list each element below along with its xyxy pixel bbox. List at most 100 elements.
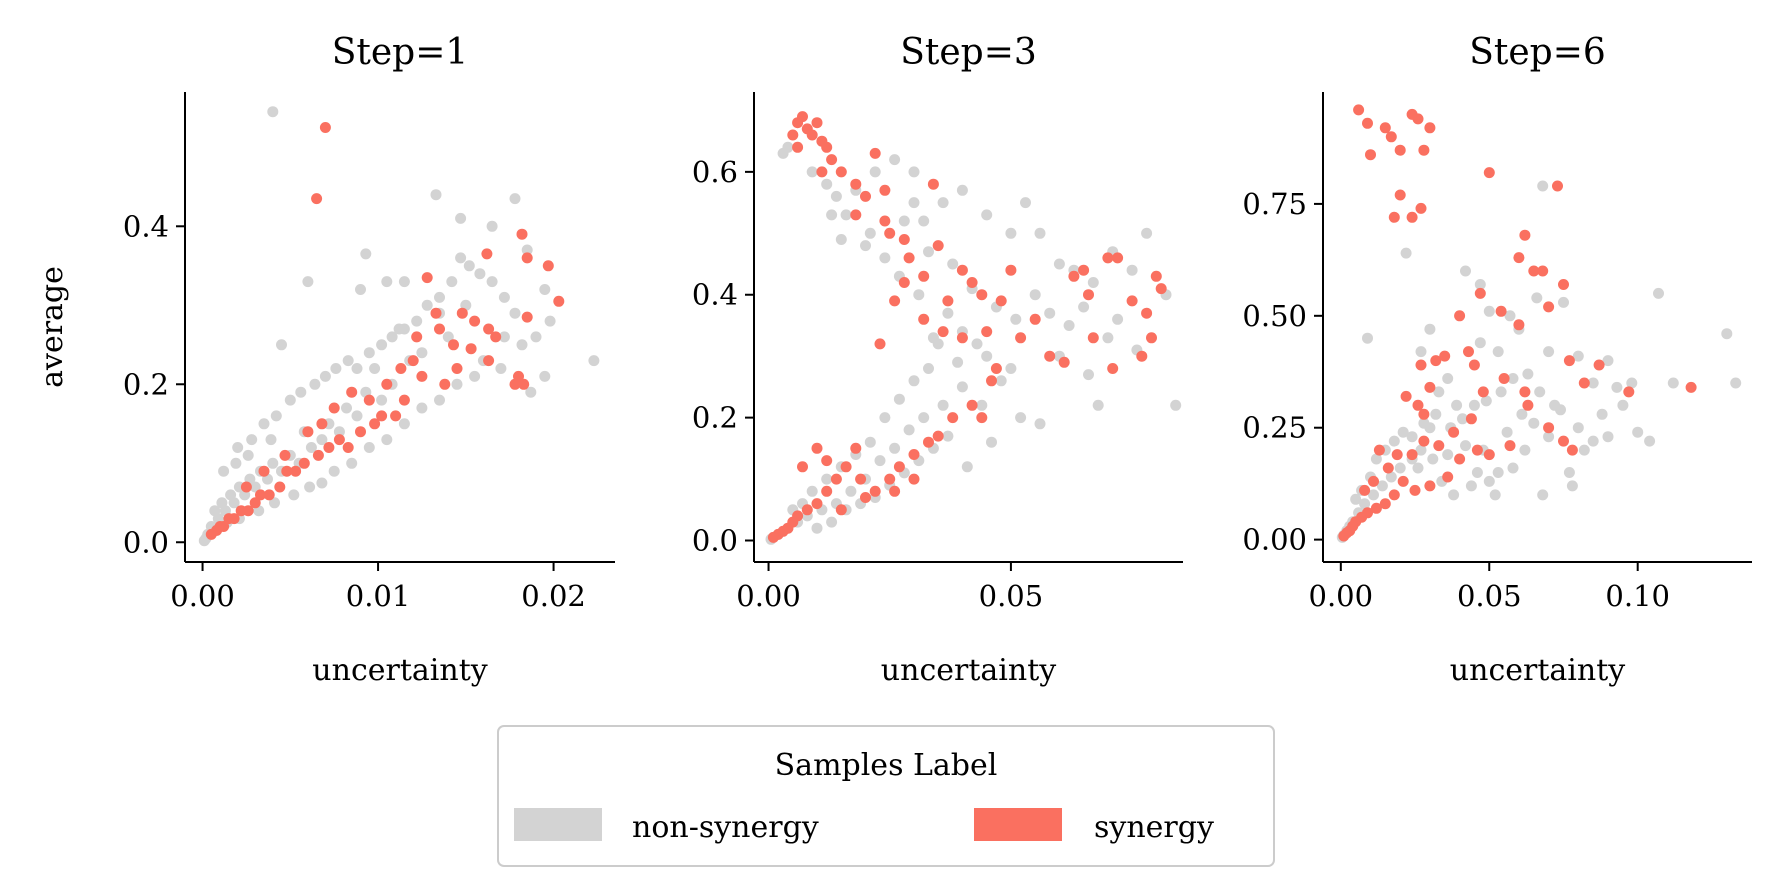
point-non-synergy	[498, 291, 510, 303]
point-synergy	[840, 461, 852, 473]
point-synergy	[1442, 471, 1454, 483]
point-synergy	[1107, 363, 1119, 374]
point-synergy	[966, 399, 978, 411]
point-non-synergy	[455, 212, 467, 224]
point-non-synergy	[1376, 480, 1388, 492]
point-synergy	[990, 363, 1002, 374]
point-non-synergy	[821, 473, 833, 485]
point-non-synergy	[1359, 498, 1371, 510]
point-synergy	[826, 154, 838, 166]
point-non-synergy	[442, 331, 454, 343]
point-non-synergy	[1667, 377, 1679, 389]
point-synergy	[1083, 289, 1094, 301]
point-synergy	[1112, 252, 1124, 264]
point-synergy	[346, 386, 358, 398]
x-tick-label: 0.02	[521, 579, 586, 613]
point-synergy	[323, 442, 335, 453]
point-synergy	[1439, 350, 1451, 362]
point-non-synergy	[416, 347, 428, 359]
point-non-synergy	[806, 485, 818, 497]
point-synergy	[1412, 113, 1424, 125]
y-axis-label: average	[35, 266, 70, 388]
point-synergy	[376, 410, 388, 422]
point-non-synergy	[1563, 467, 1575, 478]
point-non-synergy	[302, 276, 314, 288]
point-synergy	[801, 504, 813, 516]
point-synergy	[342, 442, 354, 453]
point-synergy	[835, 166, 847, 178]
point-synergy	[1058, 356, 1070, 368]
point-synergy	[319, 122, 331, 133]
point-non-synergy	[1617, 399, 1629, 411]
point-non-synergy	[1415, 346, 1427, 358]
point-non-synergy	[1451, 399, 1463, 411]
panel-title: Step=1	[332, 32, 469, 73]
legend-title: Samples Label	[775, 748, 998, 783]
point-non-synergy	[932, 338, 944, 350]
series-synergy	[205, 122, 565, 540]
point-non-synergy	[544, 315, 556, 327]
point-synergy	[1409, 484, 1421, 496]
point-synergy	[258, 465, 270, 477]
y-tick-label: 0.0	[123, 525, 169, 559]
point-synergy	[1359, 484, 1371, 496]
point-non-synergy	[1442, 449, 1454, 461]
point-non-synergy	[463, 260, 475, 272]
point-non-synergy	[893, 393, 905, 405]
point-synergy	[1044, 350, 1056, 362]
point-non-synergy	[1029, 289, 1041, 301]
x-tick-label: 0.00	[736, 579, 801, 613]
point-non-synergy	[319, 370, 331, 382]
point-non-synergy	[1504, 310, 1516, 322]
panel-3: 0.00 0.05 0.10 0.00 0.25 0.50 0.75 Step=6 uncert…	[1242, 32, 1752, 688]
point-synergy	[898, 277, 910, 288]
point-synergy	[542, 260, 554, 272]
point-non-synergy	[826, 516, 838, 528]
x-tick-label: 0.00	[170, 579, 235, 613]
point-synergy	[1552, 180, 1563, 192]
point-synergy	[1391, 449, 1403, 461]
point-non-synergy	[1010, 313, 1022, 325]
point-non-synergy	[1555, 404, 1566, 416]
point-synergy	[316, 418, 328, 430]
point-non-synergy	[1596, 408, 1608, 420]
point-synergy	[333, 434, 345, 446]
point-synergy	[956, 264, 968, 276]
point-synergy	[1415, 359, 1427, 371]
point-non-synergy	[539, 284, 551, 295]
point-non-synergy	[835, 234, 847, 245]
point-non-synergy	[486, 276, 498, 288]
point-synergy	[416, 370, 428, 382]
point-non-synergy	[521, 244, 533, 256]
point-synergy	[1471, 444, 1483, 456]
point-synergy	[1468, 359, 1480, 371]
point-non-synergy	[806, 166, 818, 178]
point-non-synergy	[1566, 480, 1578, 492]
point-synergy	[1155, 283, 1167, 295]
point-non-synergy	[1587, 377, 1599, 389]
point-non-synergy	[956, 381, 968, 393]
point-non-synergy	[455, 252, 467, 264]
point-non-synergy	[903, 424, 915, 436]
point-non-synergy	[530, 331, 542, 343]
point-non-synergy	[1537, 489, 1549, 501]
point-synergy	[328, 402, 340, 414]
point-non-synergy	[1534, 386, 1546, 398]
point-non-synergy	[411, 315, 423, 327]
point-synergy	[1537, 265, 1549, 277]
series-synergy	[767, 111, 1167, 543]
point-synergy	[465, 343, 477, 355]
point-synergy	[1370, 502, 1382, 514]
point-synergy	[281, 465, 293, 477]
x-tick-label: 0.05	[1457, 579, 1522, 613]
point-non-synergy	[351, 410, 363, 422]
point-non-synergy	[1126, 264, 1138, 276]
point-synergy	[1078, 264, 1090, 276]
point-non-synergy	[1415, 444, 1427, 456]
point-synergy	[1433, 440, 1445, 452]
point-non-synergy	[249, 481, 261, 493]
point-non-synergy	[525, 386, 537, 398]
point-non-synergy	[1112, 313, 1124, 325]
point-non-synergy	[830, 190, 842, 202]
point-synergy	[1379, 122, 1391, 134]
